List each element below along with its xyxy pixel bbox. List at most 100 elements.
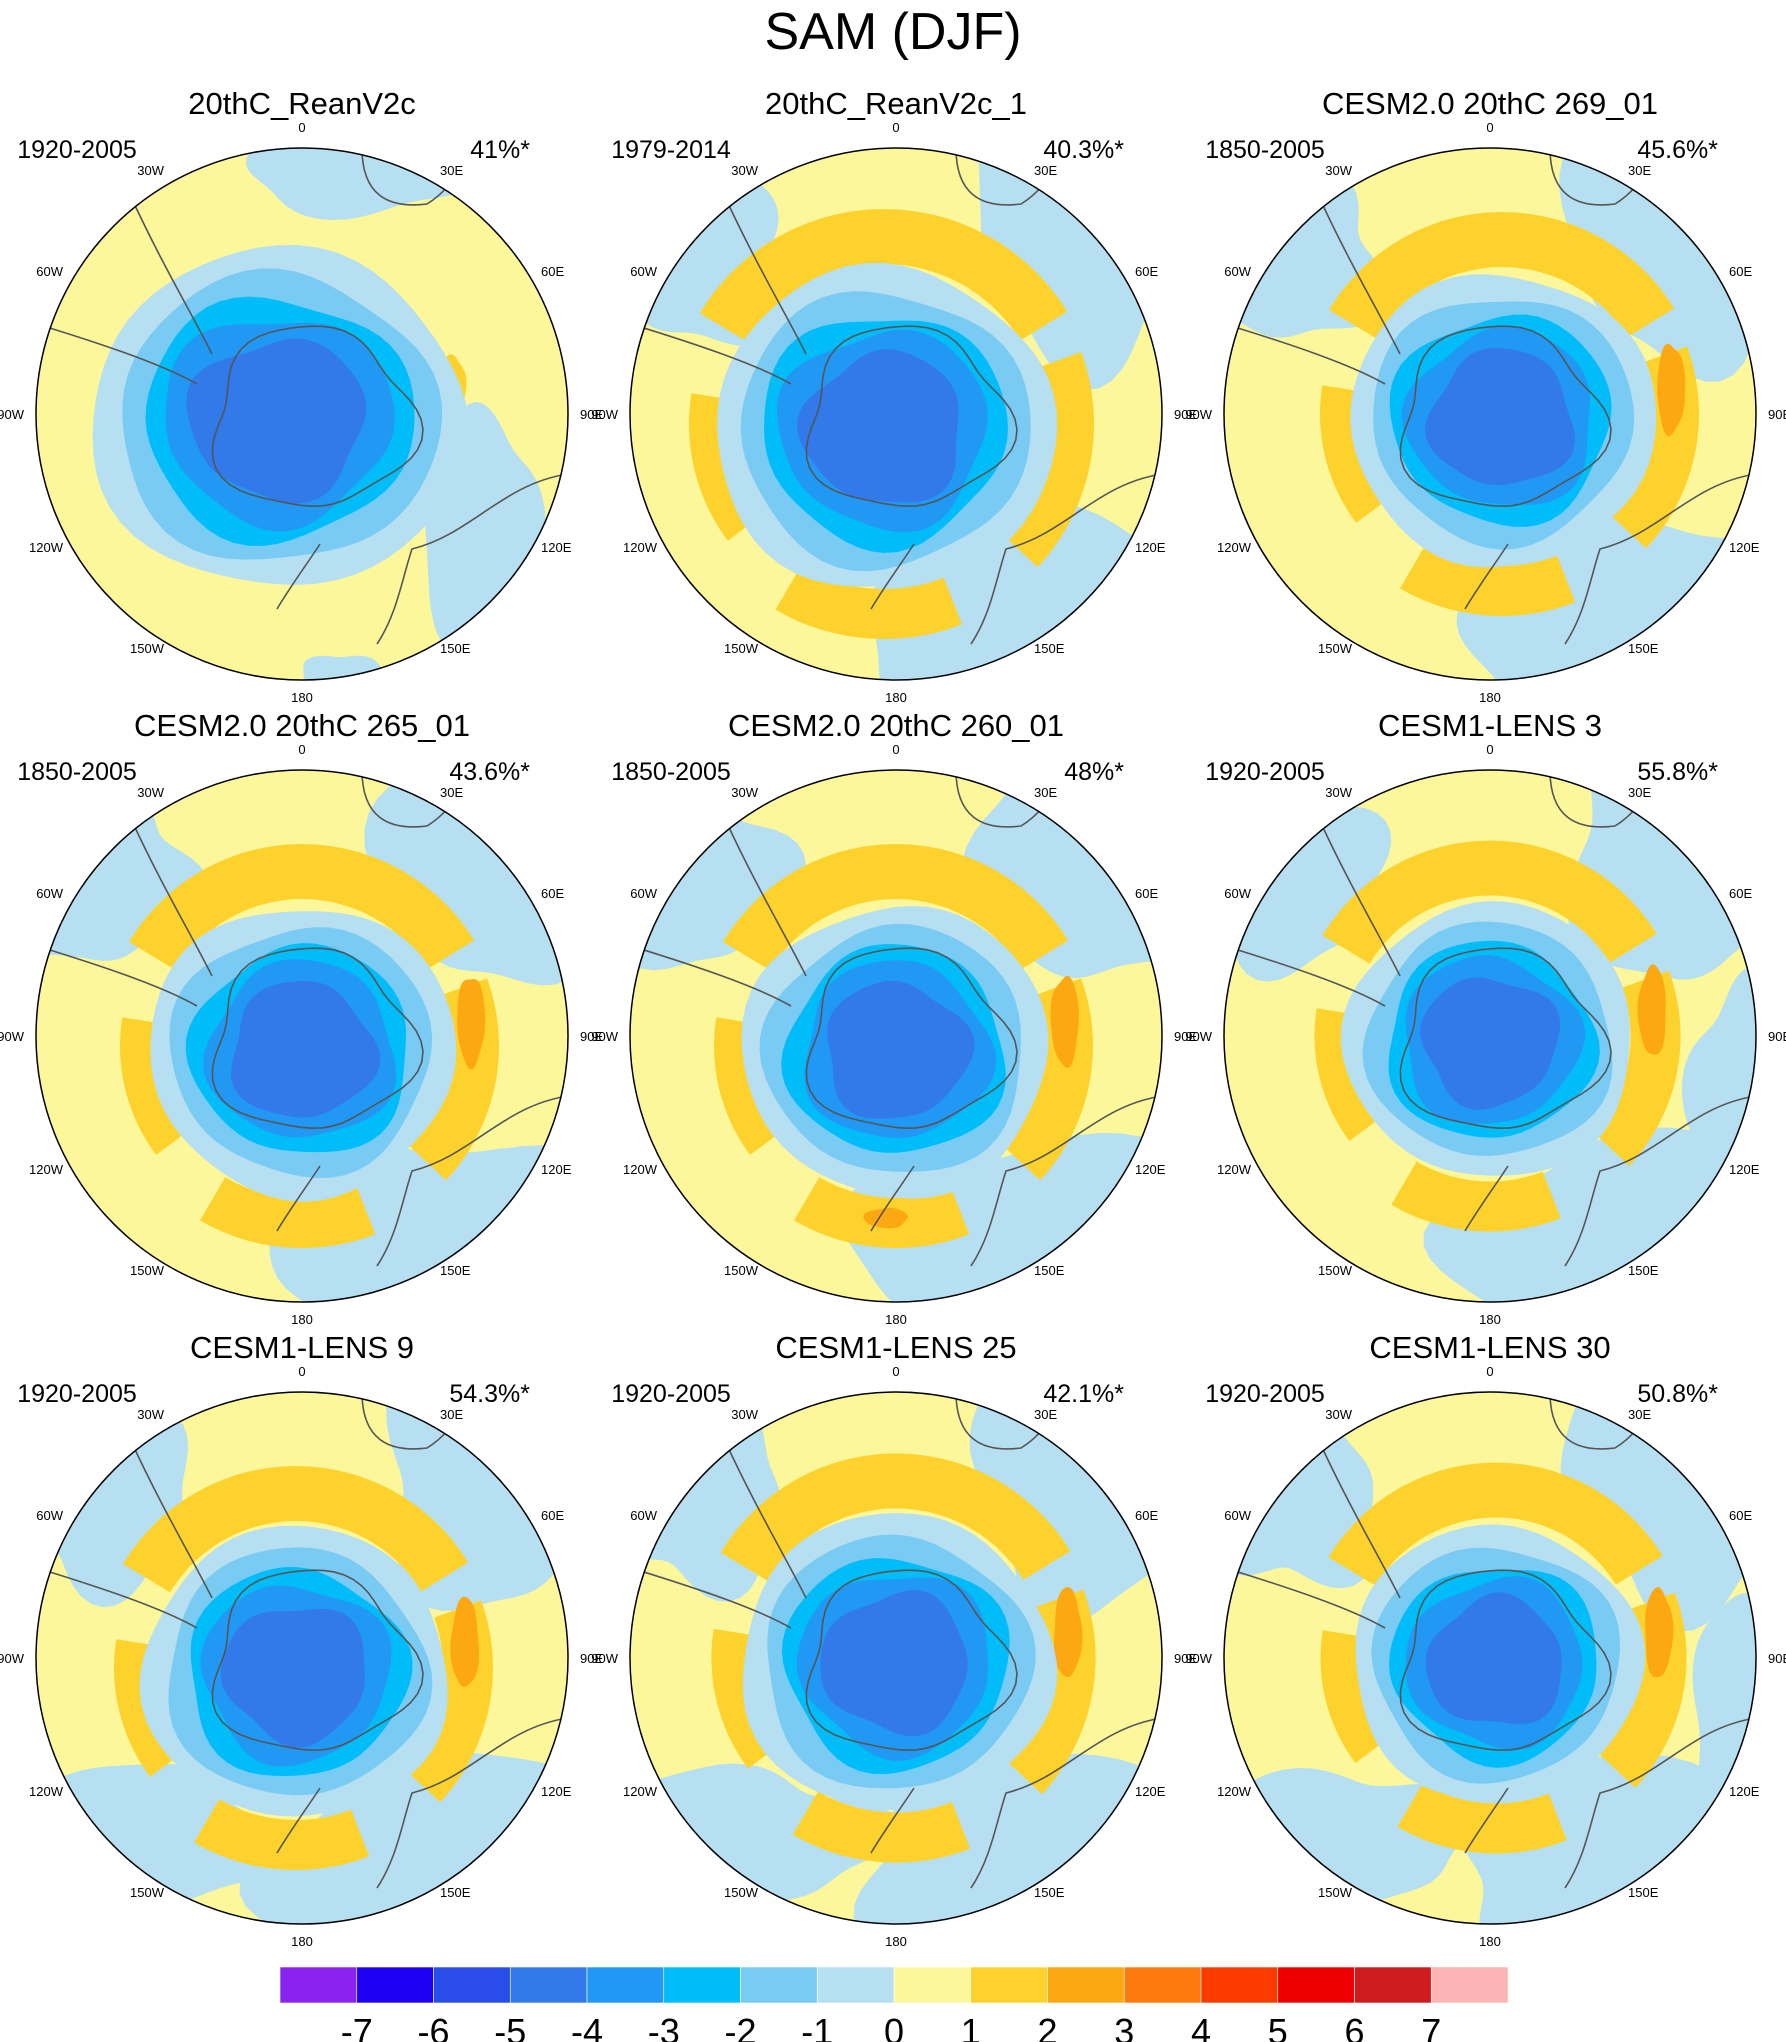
longitude-label: 60E xyxy=(1135,1508,1158,1523)
australia-coastline xyxy=(376,473,568,645)
antarctica-coastline xyxy=(1399,947,1612,1130)
variance-explained-label: 41%* xyxy=(470,136,530,164)
longitude-label: 0 xyxy=(1486,120,1493,135)
longitude-label: 30W xyxy=(731,1407,758,1422)
map-boundary xyxy=(1223,147,1757,681)
longitude-label: 30W xyxy=(731,163,758,178)
longitude-label: 120E xyxy=(541,1162,572,1177)
polar-negative-core xyxy=(1420,977,1560,1110)
colorbar-swatch xyxy=(1047,1966,1125,2004)
longitude-label: 0 xyxy=(298,742,305,757)
positive-anomaly-max xyxy=(1645,1587,1674,1678)
longitude-label: 90E xyxy=(580,407,603,422)
polar-negative-core xyxy=(820,1589,968,1737)
longitude-label: 60E xyxy=(1135,886,1158,901)
longitude-label: 30E xyxy=(1628,1407,1651,1422)
antarctica-coastline xyxy=(211,947,424,1130)
longitude-label: 30W xyxy=(1325,1407,1352,1422)
south-america-coastline xyxy=(131,198,213,355)
field-contours xyxy=(36,148,568,680)
colorbar-tick-label: 1 xyxy=(961,2011,981,2042)
new-zealand-coastline xyxy=(276,1787,321,1854)
south-america-coastline xyxy=(1319,1442,1401,1599)
panel-title: CESM2.0 20thC 265_01 xyxy=(134,708,470,743)
colorbar-tick-label: 0 xyxy=(884,2011,904,2042)
panel-title: CESM1-LENS 30 xyxy=(1369,1330,1610,1365)
positive-anomaly-band xyxy=(122,1466,469,1593)
colorbar-swatch xyxy=(433,1966,511,2004)
australia-coastline xyxy=(376,1717,568,1889)
period-label: 1920-2005 xyxy=(1205,1380,1325,1408)
south-america-coastline xyxy=(725,820,807,977)
polar-negative-core xyxy=(1425,1592,1562,1725)
longitude-label: 120W xyxy=(623,540,658,555)
positive-anomaly-max xyxy=(450,1596,479,1687)
colorbar-swatch xyxy=(1123,1966,1202,2004)
longitude-label: 180 xyxy=(291,1934,313,1949)
antarctica-coastline xyxy=(1399,1569,1612,1752)
map-boundary xyxy=(1223,1391,1757,1925)
longitude-label: 150E xyxy=(1628,1263,1659,1278)
south-america-coastline xyxy=(1224,323,1386,385)
coastlines xyxy=(1224,770,1756,1267)
panel-title: CESM1-LENS 9 xyxy=(190,1330,414,1365)
period-label: 1920-2005 xyxy=(17,136,137,164)
longitude-label: 90W xyxy=(591,1651,618,1666)
longitude-label: 150W xyxy=(724,641,759,656)
colorbar-tick-label: -3 xyxy=(648,2011,680,2042)
longitude-label: 150E xyxy=(440,1263,471,1278)
colorbar-swatch xyxy=(1430,1966,1509,2004)
variance-explained-label: 50.8%* xyxy=(1637,1380,1718,1408)
positive-anomaly-max xyxy=(1050,975,1079,1068)
longitude-label: 150E xyxy=(1034,1885,1065,1900)
longitude-label: 30W xyxy=(137,163,164,178)
longitude-label: 180 xyxy=(1479,1934,1501,1949)
variance-explained-label: 45.6%* xyxy=(1637,136,1718,164)
variance-explained-label: 43.6%* xyxy=(449,758,530,786)
longitude-label: 0 xyxy=(1486,742,1493,757)
longitude-label: 90W xyxy=(591,1029,618,1044)
map-boundary xyxy=(629,147,1163,681)
australia-coastline xyxy=(1564,473,1756,645)
longitude-label: 30E xyxy=(1034,785,1057,800)
new-zealand-coastline xyxy=(1464,1165,1509,1232)
positive-anomaly-band xyxy=(699,209,1068,342)
panel-title: CESM1-LENS 3 xyxy=(1378,708,1602,743)
panel-title: 20thC_ReanV2c xyxy=(188,86,416,121)
colorbar-swatch xyxy=(970,1966,1048,2004)
south-america-coastline xyxy=(1319,198,1401,355)
period-label: 1850-2005 xyxy=(1205,136,1325,164)
longitude-label: 180 xyxy=(291,1312,313,1327)
colorbar-swatch xyxy=(740,1966,818,2004)
map-panel: 0 30E 60E 90E 120E 150E 180 150W 120W 90W 60W 30W 20… xyxy=(0,86,603,705)
australia-coastline xyxy=(1564,1095,1756,1267)
positive-anomaly-band xyxy=(792,1791,971,1863)
longitude-label: 90W xyxy=(591,407,618,422)
coastlines xyxy=(1224,148,1756,645)
longitude-label: 150E xyxy=(1034,1263,1065,1278)
positive-anomaly-band xyxy=(1391,1161,1561,1232)
longitude-label: 30E xyxy=(1034,163,1057,178)
longitude-label: 60W xyxy=(36,1508,63,1523)
new-zealand-coastline xyxy=(870,543,915,610)
longitude-label: 120W xyxy=(623,1162,658,1177)
longitude-label: 0 xyxy=(892,1364,899,1379)
colorbar-swatch xyxy=(816,1966,895,2004)
positive-anomaly-band xyxy=(128,844,475,971)
coastlines xyxy=(36,148,568,645)
longitude-label: 120E xyxy=(541,540,572,555)
longitude-label: 30W xyxy=(1325,785,1352,800)
polar-negative-core xyxy=(1425,348,1576,486)
longitude-label: 0 xyxy=(298,120,305,135)
south-america-coastline xyxy=(725,198,807,355)
positive-anomaly-band xyxy=(722,844,1069,971)
field-contours xyxy=(630,148,1162,680)
longitude-label: 120E xyxy=(1729,1784,1760,1799)
longitude-label: 120E xyxy=(1729,540,1760,555)
map-boundary xyxy=(35,147,569,681)
south-america-coastline xyxy=(725,1442,807,1599)
longitude-label: 0 xyxy=(298,1364,305,1379)
longitude-label: 120W xyxy=(1217,1162,1252,1177)
polar-negative-core xyxy=(186,338,367,504)
